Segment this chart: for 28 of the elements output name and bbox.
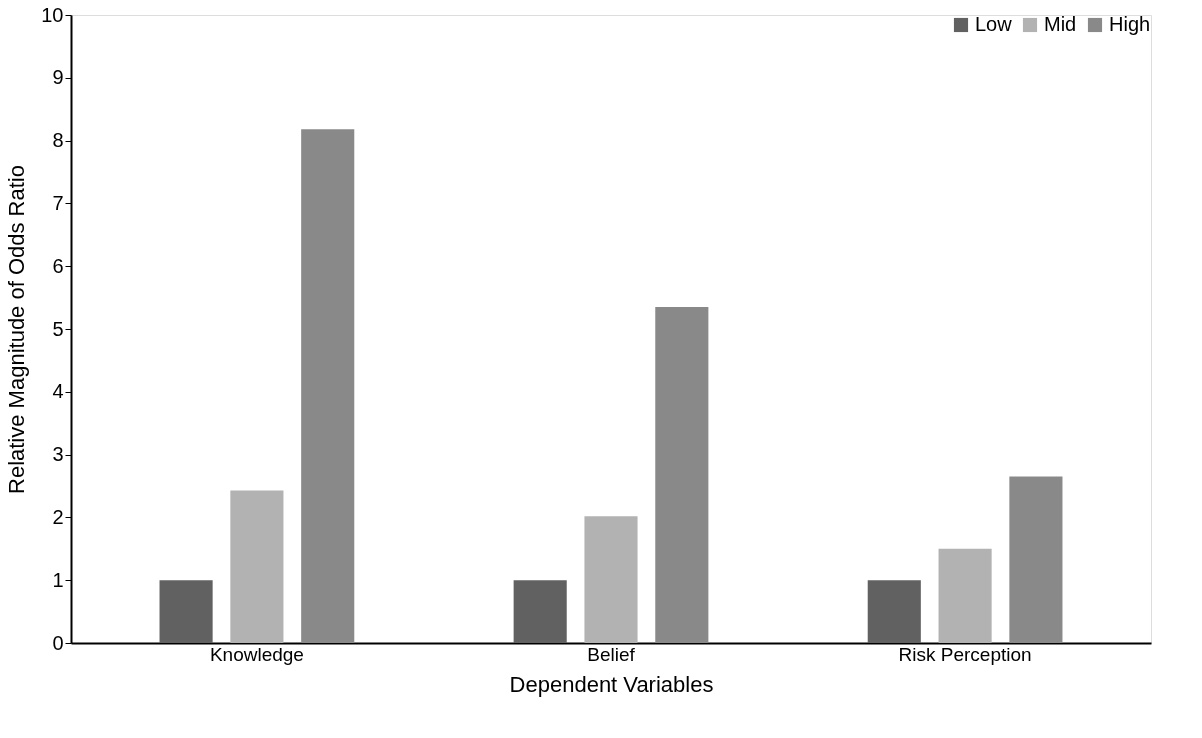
bar <box>867 580 921 643</box>
y-tick-label: 1 <box>52 568 64 591</box>
bar <box>1009 476 1063 643</box>
y-tick-label: 8 <box>52 129 64 152</box>
y-tick-label: 10 <box>41 3 64 26</box>
bar <box>301 129 355 643</box>
y-tick-label: 4 <box>52 380 64 403</box>
bar <box>938 548 992 643</box>
bar <box>584 516 638 643</box>
x-tick-label: Risk Perception <box>898 643 1032 665</box>
y-tick-label: 0 <box>52 631 64 654</box>
x-tick-label: Knowledge <box>209 643 304 665</box>
legend-label: High <box>1109 13 1151 35</box>
y-tick-label: 6 <box>52 254 64 277</box>
legend-label: Mid <box>1044 13 1077 35</box>
y-axis-title: Relative Magnitude of Odds Ratio <box>4 165 30 494</box>
bar <box>159 580 213 643</box>
x-axis-title: Dependent Variables <box>509 671 714 697</box>
bar <box>513 580 567 643</box>
y-tick-label: 5 <box>52 317 64 340</box>
legend-label: Low <box>975 13 1013 35</box>
x-tick-label: Belief <box>587 643 636 665</box>
y-tick-label: 7 <box>52 191 64 214</box>
bar <box>655 307 709 643</box>
y-tick-label: 3 <box>52 443 64 466</box>
y-tick-label: 2 <box>52 505 64 528</box>
y-tick-label: 9 <box>52 66 64 89</box>
bar <box>230 490 284 643</box>
